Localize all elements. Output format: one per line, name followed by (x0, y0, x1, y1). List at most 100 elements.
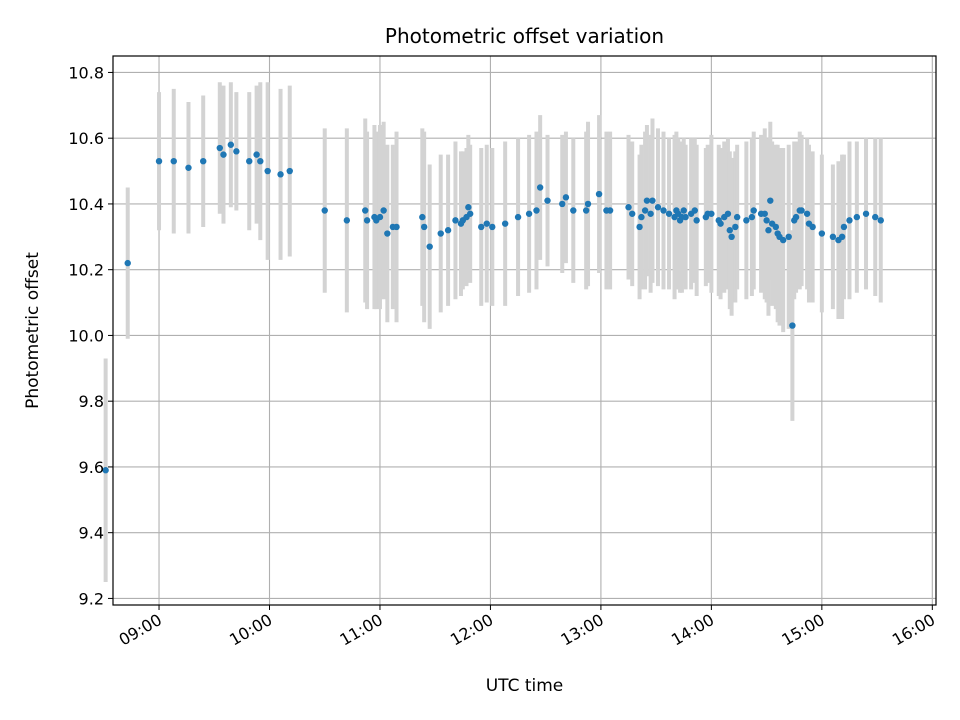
data-point (629, 210, 636, 217)
data-point (253, 151, 260, 158)
data-point (525, 210, 533, 217)
data-points (102, 141, 884, 474)
y-tick-label: 10.8 (68, 63, 104, 82)
data-point (185, 164, 192, 171)
data-point (582, 207, 590, 214)
data-point (277, 171, 284, 178)
data-point (691, 207, 699, 214)
data-point (257, 157, 264, 165)
data-point (514, 213, 522, 221)
data-point (846, 217, 853, 224)
x-axis-title: UTC time (486, 676, 564, 696)
chart-title: Photometric offset variation (385, 24, 664, 48)
data-point (636, 223, 643, 231)
data-point (638, 213, 645, 221)
data-point (660, 207, 667, 214)
y-tick-label: 9.4 (79, 524, 104, 543)
data-point (785, 233, 792, 241)
data-point (717, 220, 724, 227)
data-point (728, 233, 735, 241)
data-point (533, 207, 540, 214)
data-point (155, 157, 163, 165)
data-point (862, 210, 870, 217)
data-point (838, 233, 846, 241)
data-point (625, 204, 632, 211)
y-tick-label: 10.4 (68, 195, 104, 214)
data-point (829, 233, 837, 241)
data-point (380, 207, 387, 214)
data-point (536, 184, 544, 191)
data-point (654, 204, 662, 211)
data-point (264, 167, 271, 175)
data-point (444, 227, 452, 234)
data-point (803, 210, 811, 217)
data-point (452, 217, 459, 224)
data-point (708, 210, 715, 217)
data-point (649, 197, 656, 204)
data-point (779, 236, 787, 244)
data-point (363, 217, 371, 224)
data-point (772, 223, 780, 231)
data-point (483, 220, 490, 227)
data-point (606, 207, 614, 214)
data-point (693, 217, 700, 224)
data-point (732, 223, 739, 231)
y-axis-title: Photometric offset (23, 252, 43, 409)
data-point (227, 141, 235, 148)
x-tick-label: 16:00 (889, 610, 938, 650)
data-point (124, 259, 131, 267)
y-tick-label: 9.8 (79, 392, 104, 411)
data-point (559, 200, 566, 208)
data-point (466, 210, 474, 217)
x-tick-label: 11:00 (337, 610, 386, 650)
data-point (748, 213, 756, 221)
y-tick-label: 10.2 (68, 261, 104, 280)
data-point (584, 200, 592, 208)
data-point (809, 223, 816, 231)
data-point (478, 223, 485, 231)
data-point (818, 230, 826, 237)
data-point (489, 223, 496, 231)
data-point (724, 210, 732, 217)
data-point (877, 217, 884, 224)
data-point (343, 217, 351, 224)
data-point (426, 243, 433, 250)
data-point (437, 230, 444, 237)
data-point (641, 207, 649, 214)
data-point (798, 207, 805, 214)
data-point (761, 210, 768, 217)
data-point (286, 167, 293, 175)
x-tick-label: 12:00 (447, 610, 496, 650)
data-point (321, 207, 328, 214)
data-point (792, 213, 800, 221)
x-tick-label: 13:00 (557, 610, 606, 650)
data-point (233, 148, 240, 155)
data-point (420, 223, 428, 231)
data-point (170, 157, 177, 165)
x-tick-label: 14:00 (668, 610, 717, 650)
data-point (643, 197, 651, 204)
data-point (743, 217, 750, 224)
data-point (853, 213, 861, 221)
y-tick-label: 10.0 (68, 326, 104, 345)
data-point (789, 322, 796, 329)
data-point (665, 210, 673, 217)
data-point (362, 207, 369, 214)
data-point (765, 227, 772, 234)
data-point (872, 213, 879, 221)
data-point (384, 230, 391, 237)
x-tick-label: 15:00 (778, 610, 827, 650)
x-tick-label: 10:00 (226, 610, 275, 650)
data-point (733, 213, 741, 221)
data-point (840, 223, 848, 231)
y-tick-label: 9.2 (79, 589, 104, 608)
plot-frame (112, 55, 937, 606)
data-point (680, 207, 687, 214)
data-point (246, 157, 253, 165)
y-tick-label: 10.6 (68, 129, 104, 148)
data-point (595, 190, 603, 198)
data-point (465, 204, 472, 211)
data-point (200, 157, 207, 165)
data-point (501, 220, 509, 227)
